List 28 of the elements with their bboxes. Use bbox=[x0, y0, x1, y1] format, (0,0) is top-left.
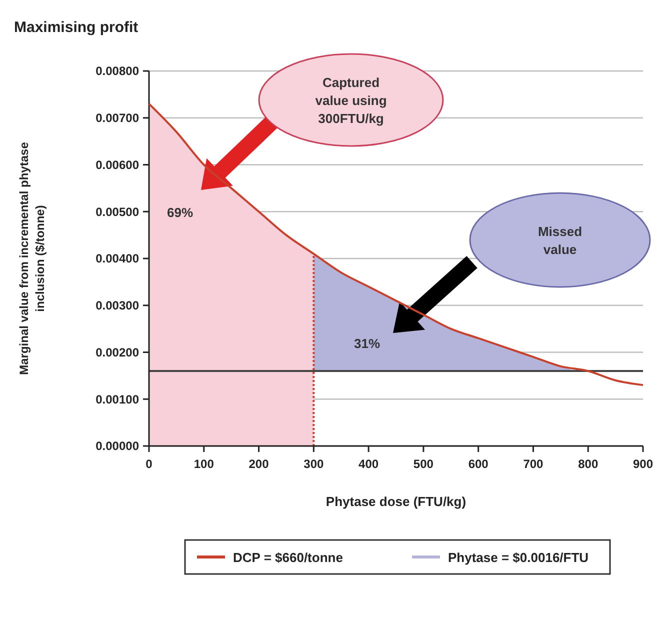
y-tick-label: 0.00700 bbox=[96, 111, 140, 126]
y-tick-label: 0.00100 bbox=[96, 392, 140, 406]
y-tick-label: 0.00600 bbox=[96, 158, 140, 172]
x-tick-label: 100 bbox=[194, 457, 214, 471]
annotation: Captured value using 300FTU/kg bbox=[315, 75, 387, 126]
y-tick-label: 0.00500 bbox=[96, 204, 140, 219]
legend-label: Phytase = $0.0016/FTU bbox=[448, 550, 589, 565]
x-tick-label: 300 bbox=[304, 457, 324, 471]
x-tick-label: 0 bbox=[146, 457, 153, 471]
y-tick-label: 0.00300 bbox=[96, 298, 140, 313]
annotation: 31% bbox=[354, 336, 380, 351]
annotation: Missed value bbox=[538, 224, 582, 257]
y-tick-label: 0.00400 bbox=[96, 252, 140, 266]
annotation: 69% bbox=[166, 205, 194, 220]
y-tick-label: 0.00200 bbox=[96, 345, 140, 360]
y-tick-label: 0.00800 bbox=[96, 64, 140, 78]
y-tick-label: 0.00000 bbox=[96, 439, 140, 454]
chart-title: Maximising profit bbox=[14, 19, 138, 36]
y-axis-title: Marginal value from incremental phytase inclusion ($/tonne) bbox=[17, 142, 47, 375]
x-tick-label: 900 bbox=[632, 457, 654, 471]
x-tick-label: 800 bbox=[578, 457, 598, 471]
x-axis-title: Phytase dose (FTU/kg) bbox=[326, 494, 466, 509]
x-tick-label: 400 bbox=[358, 457, 379, 471]
x-tick-label: 600 bbox=[468, 457, 489, 471]
legend-label: DCP = $660/tonne bbox=[233, 550, 343, 565]
x-tick-label: 700 bbox=[523, 457, 544, 471]
x-tick-label: 200 bbox=[248, 457, 270, 471]
x-tick-label: 500 bbox=[413, 457, 434, 471]
